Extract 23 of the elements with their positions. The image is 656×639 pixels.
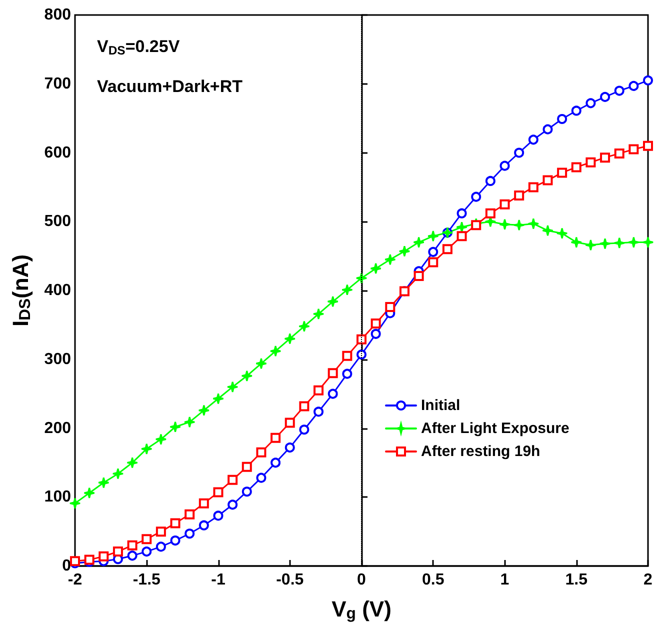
y-tick-label: 700	[44, 75, 72, 92]
x-tick-label: 0.5	[422, 572, 444, 588]
y-tick-label: 800	[44, 6, 72, 24]
annotation: Vacuum+Dark+RT	[97, 77, 244, 96]
x-tick-label: 1	[500, 572, 510, 588]
x-tick-label: -1.5	[132, 572, 161, 588]
y-axis-title: IDS(nA)	[8, 254, 34, 327]
x-tick-label: -0.5	[276, 572, 304, 588]
y-tick-label: 300	[44, 350, 72, 368]
y-tick-label: 400	[44, 282, 72, 299]
x-tick-label: 0	[357, 572, 366, 588]
x-tick-label: 2	[644, 572, 653, 588]
y-tick-label: 200	[44, 420, 72, 437]
y-tick-label: 0	[62, 558, 72, 574]
y-tick-label: 600	[44, 144, 72, 162]
legend-label: After Light Exposure	[421, 420, 570, 437]
x-tick-label: -1	[211, 572, 226, 588]
legend-label: After resting 19h	[421, 443, 540, 460]
x-tick-label: 1.5	[565, 572, 588, 588]
y-tick-label: 500	[44, 213, 72, 230]
legend-label: Initial	[421, 397, 460, 414]
x-tick-label: -2	[68, 572, 82, 588]
y-tick-label: 100	[44, 488, 72, 506]
